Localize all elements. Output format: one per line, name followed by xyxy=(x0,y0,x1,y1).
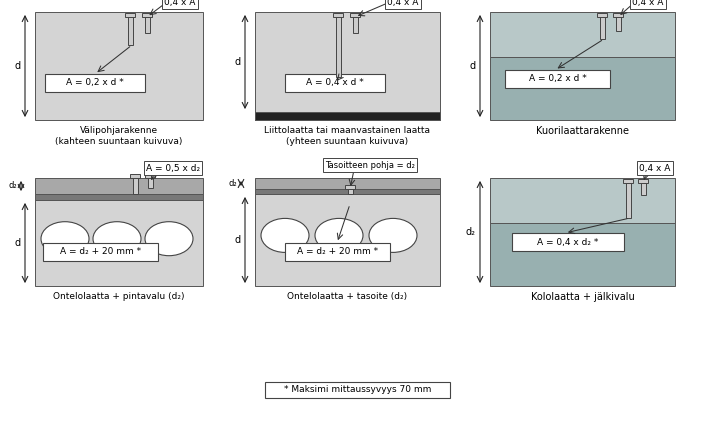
Bar xyxy=(597,13,607,17)
Text: Välipohjarakenne: Välipohjarakenne xyxy=(80,126,158,135)
Bar xyxy=(127,17,132,45)
Text: Ontelolaatta + pintavalu (d₂): Ontelolaatta + pintavalu (d₂) xyxy=(53,292,184,301)
Bar xyxy=(638,179,648,183)
Ellipse shape xyxy=(369,218,417,253)
Text: d: d xyxy=(15,238,21,248)
Bar xyxy=(255,12,440,120)
Text: A = d₂ + 20 mm *: A = d₂ + 20 mm * xyxy=(297,248,378,256)
Bar xyxy=(490,223,675,286)
Text: 0,4 x A: 0,4 x A xyxy=(164,0,196,6)
Bar xyxy=(255,194,440,286)
Text: d: d xyxy=(15,61,21,71)
Bar xyxy=(35,12,203,120)
Text: A = 0,4 x d₂ *: A = 0,4 x d₂ * xyxy=(537,237,598,247)
Bar xyxy=(144,17,149,33)
Bar xyxy=(255,178,440,189)
Bar xyxy=(490,12,675,57)
Bar xyxy=(613,13,623,17)
Text: 0,4 x A: 0,4 x A xyxy=(388,0,419,6)
Bar xyxy=(616,17,621,31)
Text: d₂: d₂ xyxy=(466,227,476,237)
Bar xyxy=(626,183,631,218)
Bar xyxy=(333,13,343,17)
Text: d₂: d₂ xyxy=(228,179,237,188)
Bar xyxy=(347,189,352,194)
Bar xyxy=(350,13,360,17)
Text: 0,4 x A: 0,4 x A xyxy=(632,0,664,6)
Text: d₂: d₂ xyxy=(9,181,17,190)
Bar xyxy=(505,70,610,88)
Text: A = 0,2 x d *: A = 0,2 x d * xyxy=(528,75,586,83)
Text: (yhteen suuntaan kuivuva): (yhteen suuntaan kuivuva) xyxy=(287,137,408,146)
Bar xyxy=(255,189,440,194)
Ellipse shape xyxy=(315,218,363,253)
Bar xyxy=(45,74,145,92)
Text: A = 0,2 x d *: A = 0,2 x d * xyxy=(66,78,124,88)
Bar xyxy=(285,243,390,261)
Text: A = 0,4 x d *: A = 0,4 x d * xyxy=(306,78,364,88)
Bar xyxy=(641,183,646,195)
Bar xyxy=(142,13,152,17)
Text: Liittolaatta tai maanvastainen laatta: Liittolaatta tai maanvastainen laatta xyxy=(265,126,430,135)
Bar xyxy=(352,17,358,33)
Bar xyxy=(335,17,340,77)
Bar xyxy=(43,243,158,261)
Bar xyxy=(35,200,203,286)
Bar xyxy=(35,194,203,200)
Text: * Maksimi mittaussyvyys 70 mm: * Maksimi mittaussyvyys 70 mm xyxy=(284,386,431,394)
Bar xyxy=(490,57,675,120)
Text: d: d xyxy=(235,235,241,245)
Text: d: d xyxy=(235,57,241,67)
Text: 0,4 x A: 0,4 x A xyxy=(639,163,671,173)
Bar xyxy=(35,178,203,194)
Text: (kahteen suuntaan kuivuva): (kahteen suuntaan kuivuva) xyxy=(55,137,183,146)
Bar xyxy=(130,174,140,178)
Ellipse shape xyxy=(145,222,193,256)
Bar xyxy=(285,74,385,92)
Text: Kuorilaattarakenne: Kuorilaattarakenne xyxy=(536,126,629,136)
Text: d: d xyxy=(470,61,476,71)
Bar xyxy=(147,178,152,188)
Bar xyxy=(125,13,135,17)
Bar xyxy=(599,17,604,39)
Bar xyxy=(255,112,440,120)
Bar xyxy=(490,178,675,223)
Ellipse shape xyxy=(93,222,141,256)
Bar xyxy=(512,233,624,251)
Bar xyxy=(265,382,450,398)
Bar xyxy=(623,179,633,183)
Text: A = d₂ + 20 mm *: A = d₂ + 20 mm * xyxy=(60,248,141,256)
Ellipse shape xyxy=(41,222,89,256)
Bar xyxy=(345,185,355,189)
Text: Tasoitteen pohja = d₂: Tasoitteen pohja = d₂ xyxy=(325,160,415,170)
Text: Ontelolaatta + tasoite (d₂): Ontelolaatta + tasoite (d₂) xyxy=(287,292,408,301)
Text: A = 0,5 x d₂: A = 0,5 x d₂ xyxy=(146,163,200,173)
Text: Kololaatta + jälkivalu: Kololaatta + jälkivalu xyxy=(531,292,634,302)
Ellipse shape xyxy=(261,218,309,253)
Bar xyxy=(132,178,137,194)
Bar xyxy=(145,174,155,178)
